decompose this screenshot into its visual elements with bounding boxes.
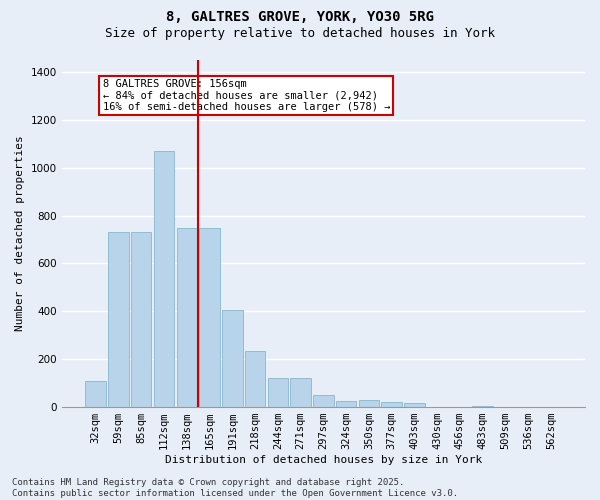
Bar <box>245 351 265 407</box>
Bar <box>85 381 106 407</box>
Text: 8 GALTRES GROVE: 156sqm
← 84% of detached houses are smaller (2,942)
16% of semi: 8 GALTRES GROVE: 156sqm ← 84% of detache… <box>103 79 390 112</box>
Bar <box>290 378 311 407</box>
Y-axis label: Number of detached properties: Number of detached properties <box>15 136 25 332</box>
Bar <box>336 401 356 407</box>
Bar <box>131 232 151 407</box>
Bar <box>382 402 402 407</box>
Bar <box>359 400 379 407</box>
Bar <box>404 404 425 407</box>
Bar <box>199 228 220 407</box>
Bar <box>222 310 242 407</box>
Text: Contains HM Land Registry data © Crown copyright and database right 2025.
Contai: Contains HM Land Registry data © Crown c… <box>12 478 458 498</box>
Bar <box>472 406 493 407</box>
Text: Size of property relative to detached houses in York: Size of property relative to detached ho… <box>105 28 495 40</box>
X-axis label: Distribution of detached houses by size in York: Distribution of detached houses by size … <box>165 455 482 465</box>
Bar <box>313 395 334 407</box>
Bar <box>268 378 288 407</box>
Bar <box>108 232 129 407</box>
Bar <box>154 151 174 407</box>
Bar <box>176 228 197 407</box>
Text: 8, GALTRES GROVE, YORK, YO30 5RG: 8, GALTRES GROVE, YORK, YO30 5RG <box>166 10 434 24</box>
